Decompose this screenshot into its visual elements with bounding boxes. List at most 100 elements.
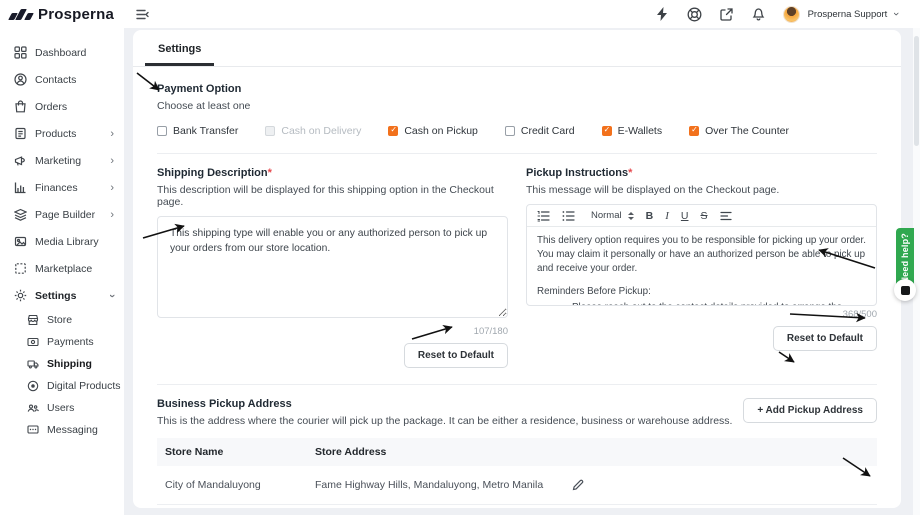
shipping-truck-icon <box>27 360 39 369</box>
pickup-instructions-section: Pickup Instructions* This message will b… <box>526 167 877 368</box>
products-icon <box>15 127 26 140</box>
scrollbar-thumb[interactable] <box>914 36 919 146</box>
shipping-description-input[interactable]: This shipping type will enable you or an… <box>157 216 508 318</box>
account-chevron-down-icon[interactable]: › <box>890 12 903 16</box>
required-asterisk: * <box>267 167 272 179</box>
sidebar-collapse-icon[interactable] <box>136 9 149 20</box>
checkbox-over-the-counter[interactable]: Over The Counter <box>689 125 789 137</box>
reset-to-default-button-pickup[interactable]: Reset to Default <box>772 326 877 351</box>
chevron-down-icon: › <box>106 293 119 298</box>
settings-card: Settings Payment Option Choose at least … <box>133 30 901 508</box>
open-in-new-icon[interactable] <box>719 7 734 22</box>
edit-address-button[interactable] <box>572 479 612 491</box>
tab-settings[interactable]: Settings <box>145 41 215 66</box>
pickup-address-table: Store Name Store Address City of Mandalu… <box>157 438 877 505</box>
sidebar-item-label: Page Builder <box>35 208 96 221</box>
payment-options-row: Bank Transfer Cash on Delivery Cash on P… <box>157 125 877 137</box>
ordered-list-icon[interactable] <box>537 210 550 222</box>
checkbox-icon[interactable] <box>504 126 515 136</box>
user-avatar[interactable] <box>782 5 800 23</box>
sidebar-item-store[interactable]: Store <box>0 309 124 331</box>
need-help-tab[interactable]: Need help? <box>896 228 914 288</box>
sidebar-item-finances[interactable]: Finances › <box>0 174 124 201</box>
shipping-description-title: Shipping Description <box>157 167 268 179</box>
shipping-description-section: Shipping Description* This description w… <box>157 167 508 368</box>
sidebar-item-orders[interactable]: Orders <box>0 93 124 120</box>
sidebar-item-label: Store <box>47 314 73 326</box>
column-store-name: Store Name <box>165 446 224 458</box>
users-icon <box>27 404 39 412</box>
add-pickup-address-button[interactable]: + Add Pickup Address <box>743 398 877 423</box>
reset-to-default-button-shipping[interactable]: Reset to Default <box>403 343 508 368</box>
business-pickup-address-title: Business Pickup Address <box>157 398 292 410</box>
checkbox-label: Bank Transfer <box>173 125 239 137</box>
dashboard-icon <box>14 46 27 59</box>
checkbox-bank-transfer[interactable]: Bank Transfer <box>157 125 238 137</box>
support-lifebuoy-icon[interactable] <box>687 7 702 22</box>
logo-text: Prosperna <box>38 5 114 23</box>
marketing-icon <box>14 156 25 166</box>
align-icon[interactable] <box>719 210 733 222</box>
sidebar-item-label: Messaging <box>47 424 98 436</box>
sidebar-item-shipping[interactable]: Shipping <box>0 353 124 375</box>
checkbox-label: Cash on Pickup <box>404 125 478 137</box>
chat-widget-button[interactable] <box>894 279 916 301</box>
sidebar-nav: Dashboard Contacts Orders Products › Mar… <box>0 28 124 515</box>
sidebar-item-marketing[interactable]: Marketing › <box>0 147 124 174</box>
strikethrough-button[interactable]: S <box>700 209 708 222</box>
shipping-description-char-counter: 107/180 <box>473 326 508 337</box>
business-pickup-address-subtitle: This is the address where the courier wi… <box>157 415 733 427</box>
underline-button[interactable]: U <box>680 209 689 222</box>
sidebar-item-contacts[interactable]: Contacts <box>0 66 124 93</box>
sidebar-item-digital-products[interactable]: Digital Products <box>0 375 124 397</box>
sidebar-item-dashboard[interactable]: Dashboard <box>0 39 124 66</box>
sidebar-item-label: Orders <box>35 100 68 113</box>
checkbox-label: Over The Counter <box>705 125 789 137</box>
quick-actions-icon[interactable] <box>655 7 670 22</box>
sidebar-item-marketplace[interactable]: Marketplace <box>0 255 124 282</box>
sidebar-item-media-library[interactable]: Media Library <box>0 228 124 255</box>
need-help-label: Need help? <box>900 232 910 284</box>
checkbox-icon[interactable] <box>157 126 167 136</box>
shipping-description-subtitle: This description will be displayed for t… <box>157 184 494 208</box>
section-divider <box>157 384 877 385</box>
italic-button[interactable]: I <box>665 209 669 222</box>
digital-products-icon <box>27 380 39 392</box>
chevron-right-icon: › <box>110 181 114 194</box>
checkbox-cash-on-pickup[interactable]: Cash on Pickup <box>388 125 478 137</box>
sidebar-item-settings[interactable]: Settings › <box>0 282 124 309</box>
sidebar-item-users[interactable]: Users <box>0 397 124 419</box>
sidebar-item-page-builder[interactable]: Page Builder › <box>0 201 124 228</box>
scrollbar-track[interactable] <box>913 28 920 515</box>
app-logo[interactable]: Prosperna <box>0 6 124 23</box>
checkbox-label: Credit Card <box>520 125 575 137</box>
editor-bullet: Please reach out to the contact details … <box>563 301 866 305</box>
checkbox-credit-card[interactable]: Credit Card <box>504 125 575 137</box>
business-pickup-address-header: Business Pickup Address This is the addr… <box>157 385 877 427</box>
cell-store-name: City of Mandaluyong <box>165 479 261 491</box>
checkbox-icon[interactable] <box>601 125 612 136</box>
sidebar-item-label: Users <box>47 402 75 414</box>
checkbox-icon <box>265 126 276 136</box>
checkbox-e-wallets[interactable]: E-Wallets <box>601 125 662 137</box>
editor-toolbar: Normal B I U S <box>527 205 876 227</box>
bold-button[interactable]: B <box>645 209 654 222</box>
sidebar-item-payments[interactable]: Payments <box>0 331 124 353</box>
sidebar-item-products[interactable]: Products › <box>0 120 124 147</box>
sidebar-item-messaging[interactable]: Messaging <box>0 419 124 441</box>
format-dropdown[interactable]: Normal <box>591 210 634 221</box>
pickup-instructions-char-counter: 368/500 <box>842 309 877 320</box>
checkbox-icon[interactable] <box>388 125 399 136</box>
sidebar-item-label: Settings <box>35 289 77 302</box>
cell-store-address: Fame Highway Hills, Mandaluyong, Metro M… <box>315 479 544 491</box>
payments-icon <box>27 337 39 347</box>
editor-content[interactable]: This delivery option requires you to be … <box>527 227 876 305</box>
sidebar-item-label: Dashboard <box>35 46 87 59</box>
pickup-instructions-title: Pickup Instructions <box>526 167 629 179</box>
required-asterisk: * <box>628 167 633 179</box>
rich-text-editor[interactable]: Normal B I U S This delivery option requ… <box>526 204 877 306</box>
checkbox-icon[interactable] <box>689 125 700 136</box>
notifications-bell-icon[interactable] <box>751 7 766 22</box>
user-name[interactable]: Prosperna Support <box>807 8 888 20</box>
bullet-list-icon[interactable] <box>562 210 575 222</box>
